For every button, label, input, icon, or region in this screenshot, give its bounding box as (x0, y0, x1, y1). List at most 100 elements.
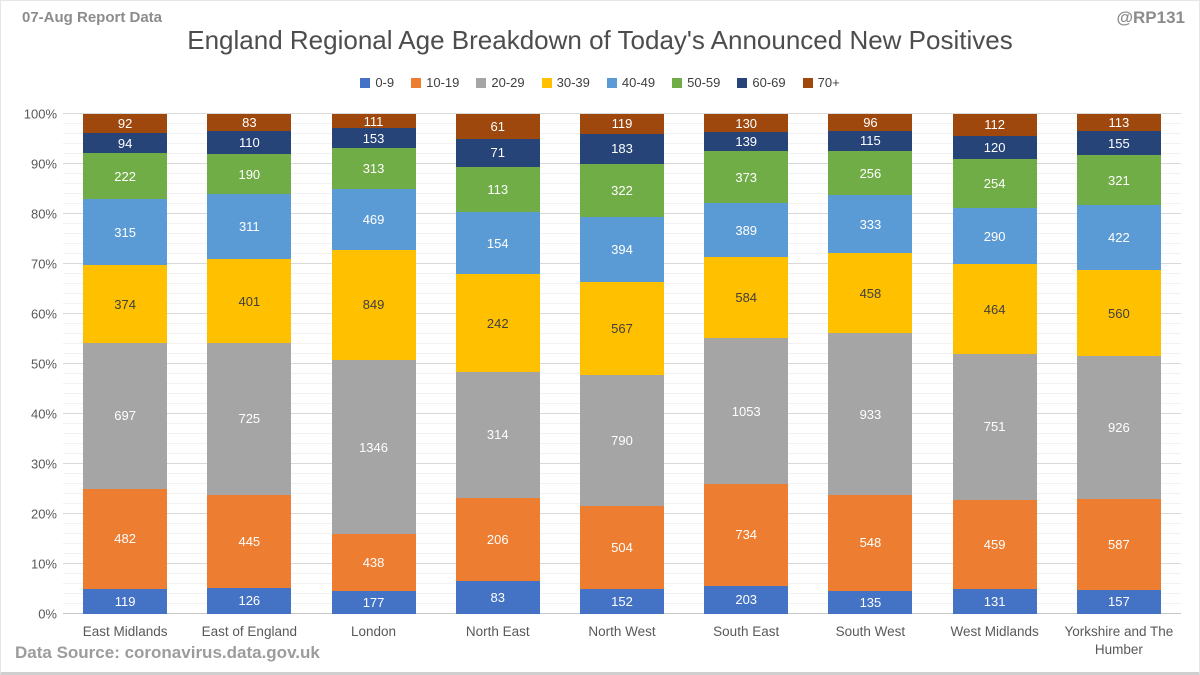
legend: 0-9 10-19 20-29 30-39 40-49 50-59 60-69 70+ (1, 75, 1199, 90)
data-label: 482 (114, 531, 136, 547)
bar-segment-30-39: 374 (83, 264, 168, 344)
data-label: 290 (983, 228, 1006, 244)
bar-segment-10-19: 734 (704, 484, 789, 586)
data-label: 751 (983, 419, 1006, 435)
data-label: 139 (735, 134, 758, 150)
data-label: 83 (490, 589, 505, 605)
data-label: 926 (1108, 420, 1130, 436)
bar-segment-20-29: 314 (455, 371, 540, 498)
bar-segment-60-69: 71 (455, 138, 540, 168)
bar-segment-10-19: 445 (207, 494, 292, 588)
data-label: 394 (611, 241, 633, 257)
data-label: 458 (859, 285, 882, 301)
bar-segment-50-59: 254 (952, 158, 1037, 209)
data-label: 567 (611, 321, 633, 337)
bar-segment-30-39: 464 (952, 264, 1037, 355)
data-label: 254 (983, 176, 1006, 192)
data-label: 154 (486, 235, 509, 251)
bar-segment-10-19: 548 (828, 495, 913, 591)
data-label: 152 (611, 593, 633, 609)
y-tick-label: 40% (30, 406, 57, 422)
bar-segment-20-29: 1053 (704, 338, 789, 485)
bar-column-North East: 83 206 314 242 154 113 71 61 (436, 114, 560, 614)
stacked-bar: 131 459 751 464 290 254 120 112 (952, 114, 1037, 614)
bar-segment-30-39: 584 (704, 257, 789, 339)
data-label: 135 (859, 594, 882, 610)
data-label: 584 (735, 290, 758, 306)
stacked-bar: 177 438 1346 849 469 313 153 111 (331, 113, 416, 614)
data-label: 203 (735, 592, 758, 608)
bar-segment-10-19: 459 (952, 499, 1037, 589)
data-label: 314 (486, 427, 509, 443)
legend-item-30-39: 30-39 (541, 75, 590, 90)
bar-segment-20-29: 1346 (331, 359, 416, 535)
legend-item-20-29: 20-29 (476, 75, 525, 90)
bar-segment-40-49: 422 (1076, 204, 1161, 270)
legend-label: 20-29 (491, 75, 525, 90)
bar-segment-30-39: 849 (331, 249, 416, 360)
data-label: 96 (863, 114, 878, 130)
data-label: 790 (611, 433, 633, 449)
bar-segment-40-49: 389 (704, 203, 789, 258)
stacked-bar: 83 206 314 242 154 113 71 61 (455, 114, 540, 614)
y-axis: 0% 10% 20% 30% 40% 50% 60% 70% 80% 90% 100% (1, 107, 57, 622)
data-label: 131 (983, 593, 1006, 609)
legend-item-0-9: 0-9 (360, 75, 394, 90)
x-tick-label: East of England (201, 624, 297, 639)
y-tick-label: 30% (30, 456, 57, 472)
data-label: 697 (114, 408, 136, 424)
bar-segment-20-29: 725 (207, 343, 292, 495)
bar-segment-50-59: 222 (83, 152, 168, 200)
bar-column-West Midlands: 131 459 751 464 290 254 120 112 (933, 114, 1057, 614)
bar-segment-0-9: 119 (83, 589, 168, 614)
bar-segment-40-49: 394 (579, 216, 664, 282)
bar-segment-30-39: 567 (579, 281, 664, 376)
x-tick-label: South West (835, 624, 906, 639)
y-tick-label: 10% (30, 556, 57, 572)
bar-segment-70+: 61 (455, 114, 540, 139)
legend-swatch-icon (541, 77, 552, 88)
legend-swatch-icon (360, 77, 371, 88)
data-label: 256 (859, 165, 882, 181)
data-label: 422 (1108, 229, 1130, 245)
y-tick-label: 100% (23, 106, 57, 122)
stacked-bar: 203 734 1053 584 389 373 139 130 (704, 114, 789, 614)
data-label: 311 (238, 219, 260, 235)
bar-segment-60-69: 153 (331, 128, 416, 149)
data-label: 155 (1108, 135, 1130, 151)
data-label: 119 (114, 594, 136, 610)
bar-segment-70+: 113 (1076, 114, 1161, 132)
data-source-label: Data Source: coronavirus.data.gov.uk (15, 643, 320, 662)
data-label: 587 (1108, 537, 1130, 552)
legend-swatch-icon (606, 77, 617, 88)
x-tick-label: Yorkshire and The Humber (1064, 624, 1174, 658)
data-label: 445 (238, 533, 261, 549)
x-tick-label: South East (713, 624, 780, 639)
data-label: 1346 (359, 439, 388, 455)
data-label: 459 (983, 536, 1006, 552)
bar-segment-30-39: 560 (1076, 270, 1161, 357)
legend-item-70+: 70+ (802, 75, 840, 90)
bar-segment-20-29: 751 (952, 354, 1037, 500)
bar-segment-40-49: 154 (455, 212, 540, 275)
data-label: 110 (238, 135, 260, 151)
stacked-bar: 119 482 697 374 315 222 94 92 (83, 114, 168, 614)
data-label: 389 (735, 222, 758, 238)
data-label: 315 (114, 224, 136, 240)
data-label: 177 (362, 595, 385, 611)
x-tick-label: East Midlands (82, 624, 168, 639)
data-label: 71 (490, 145, 505, 161)
data-label: 130 (735, 115, 758, 131)
data-label: 469 (362, 211, 385, 227)
bar-column-East Midlands: 119 482 697 374 315 222 94 92 (63, 114, 187, 614)
data-label: 190 (238, 166, 261, 182)
data-label: 725 (238, 411, 261, 427)
data-label: 242 (486, 315, 509, 331)
bar-segment-30-39: 242 (455, 274, 540, 372)
data-label: 111 (363, 113, 384, 129)
data-label: 438 (362, 555, 385, 571)
data-label: 464 (983, 301, 1006, 317)
bar-segment-0-9: 177 (331, 591, 416, 614)
stacked-bar: 157 587 926 560 422 321 155 113 (1076, 114, 1161, 614)
bar-segment-20-29: 926 (1076, 356, 1161, 500)
